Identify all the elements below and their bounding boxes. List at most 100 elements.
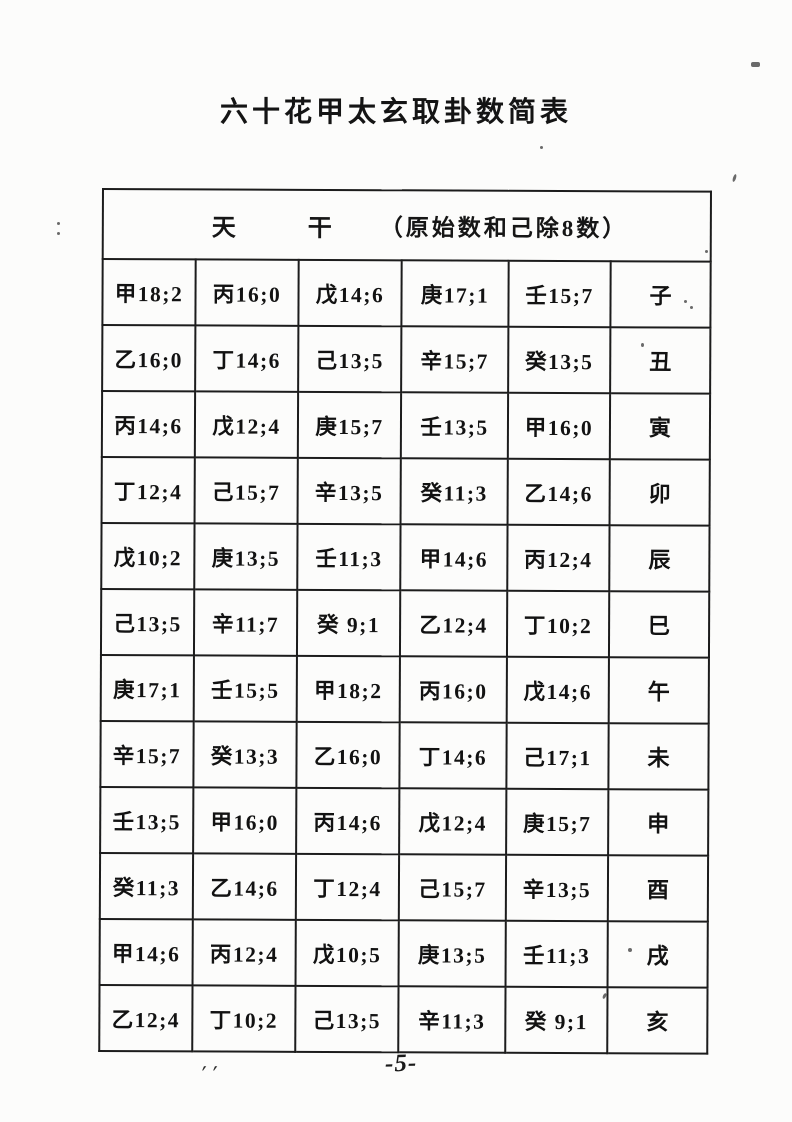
branch-cell: 酉 xyxy=(607,855,709,922)
stem-number-cell: 癸11;3 xyxy=(400,458,508,525)
stem-number-cell: 庚13;5 xyxy=(194,523,298,590)
stem-number-cell: 丙16;0 xyxy=(399,656,507,723)
stem-number-cell: 戊14;6 xyxy=(298,259,402,327)
stem-number-cell: 戊12;4 xyxy=(194,391,299,458)
stem-number-cell: 癸13;5 xyxy=(508,326,611,394)
stem-number-cell: 辛11;3 xyxy=(398,986,506,1053)
stem-number-cell: 乙16;0 xyxy=(102,325,196,392)
branch-cell: 子 xyxy=(610,261,711,328)
stem-number-cell: 乙16;0 xyxy=(296,721,400,789)
branch-cell: 丑 xyxy=(610,327,711,394)
header-note: （原始数和己除8数） xyxy=(379,215,629,242)
stem-number-cell: 丁12;4 xyxy=(101,457,195,524)
stem-number-cell: 乙12;4 xyxy=(399,590,508,657)
table-row: 癸11;3 乙14;6 丁12;4 己15;7 辛13;5 酉 xyxy=(99,852,709,922)
stem-number-cell: 丁12;4 xyxy=(295,853,400,921)
table-row: 甲14;6 丙12;4 戊10;5 庚13;5 壬11;3 戌 xyxy=(99,918,708,988)
branch-cell: 巳 xyxy=(608,591,710,658)
stem-number-cell: 癸11;3 xyxy=(99,852,194,920)
branch-cell: 未 xyxy=(608,723,709,790)
branch-cell: 戌 xyxy=(607,921,708,988)
stem-number-cell: 庚17;1 xyxy=(100,654,194,722)
table-row: 乙12;4 丁10;2 己13;5 辛11;3 癸 9;1 亥 xyxy=(99,984,708,1054)
stem-number-cell: 癸 9;1 xyxy=(296,589,401,657)
stem-number-cell: 甲16;0 xyxy=(193,787,297,854)
stem-number-cell: 己13;5 xyxy=(295,985,399,1053)
table-header-cell: 天 干 （原始数和己除8数） xyxy=(102,189,711,262)
scan-speck xyxy=(540,146,543,149)
stem-number-cell: 戊10;5 xyxy=(295,919,399,987)
stem-branch-table: 天 干 （原始数和己除8数） 甲18;2 丙16;0 戊14;6 庚17;1 壬15;7… xyxy=(98,188,712,1055)
stem-number-cell: 丙14;6 xyxy=(296,787,400,855)
header-label-gan: 干 xyxy=(307,215,332,242)
stem-number-cell: 庚17;1 xyxy=(401,260,509,327)
margin-mark: ′′ xyxy=(196,1062,226,1082)
stem-number-cell: 丙16;0 xyxy=(195,259,299,326)
table-row: 戊10;2 庚13;5 壬11;3 甲14;6 丙12;4 辰 xyxy=(101,523,710,592)
page-number: -5- xyxy=(384,1049,418,1078)
scan-speck xyxy=(684,300,687,303)
stem-number-cell: 戊14;6 xyxy=(506,656,609,724)
stem-number-cell: 壬13;5 xyxy=(100,786,194,854)
table-row: 壬13;5 甲16;0 丙14;6 戊12;4 庚15;7 申 xyxy=(100,786,709,856)
stem-number-cell: 庚13;5 xyxy=(398,920,506,987)
stem-number-cell: 丁14;6 xyxy=(399,722,507,789)
stem-table-body: 甲18;2 丙16;0 戊14;6 庚17;1 壬15;7 子乙16;0 丁14;6 己13;… xyxy=(99,259,711,1054)
stem-number-cell: 己15;7 xyxy=(398,854,507,921)
stem-number-cell: 己13;5 xyxy=(298,325,402,393)
stem-number-cell: 甲18;2 xyxy=(296,655,400,723)
stem-number-cell: 丁10;2 xyxy=(192,985,296,1052)
stem-number-cell: 乙14;6 xyxy=(507,458,610,526)
scan-speck xyxy=(731,173,738,183)
stem-number-cell: 辛15;7 xyxy=(100,720,194,788)
table-header-row: 天 干 （原始数和己除8数） xyxy=(102,189,711,262)
stem-number-cell: 辛15;7 xyxy=(401,326,509,393)
stem-number-cell: 甲18;2 xyxy=(102,259,196,326)
table-row: 庚17;1 壬15;5 甲18;2 丙16;0 戊14;6 午 xyxy=(100,654,709,724)
stem-number-cell: 壬11;3 xyxy=(505,920,608,988)
table-row: 辛15;7 癸13;3 乙16;0 丁14;6 己17;1 未 xyxy=(100,720,709,790)
scan-speck xyxy=(628,948,632,952)
stem-number-cell: 庚15;7 xyxy=(297,391,402,459)
stem-number-cell: 己17;1 xyxy=(506,722,609,790)
stem-number-cell: 己15;7 xyxy=(194,457,298,524)
table-row: 乙16;0 丁14;6 己13;5 辛15;7 癸13;5 丑 xyxy=(102,325,711,394)
stem-number-cell: 甲16;0 xyxy=(507,392,611,460)
stem-number-cell: 辛11;7 xyxy=(193,589,298,656)
scan-speck xyxy=(751,62,760,67)
table-row: 丙14;6 戊12;4 庚15;7 壬13;5 甲16;0 寅 xyxy=(101,391,711,460)
branch-cell: 午 xyxy=(608,657,709,724)
stem-number-cell: 乙14;6 xyxy=(192,853,297,920)
branch-cell: 寅 xyxy=(609,393,711,460)
scan-speck xyxy=(57,222,60,225)
stem-number-cell: 甲14;6 xyxy=(99,918,193,986)
stem-number-cell: 癸 9;1 xyxy=(505,986,608,1054)
stem-number-cell: 己13;5 xyxy=(100,589,195,656)
table-row: 丁12;4 己15;7 辛13;5 癸11;3 乙14;6 卯 xyxy=(101,457,710,526)
table-header-content: 天 干 （原始数和己除8数） xyxy=(104,207,710,245)
scan-speck xyxy=(641,343,644,347)
stem-number-cell: 甲14;6 xyxy=(400,524,508,591)
stem-number-cell: 壬15;7 xyxy=(508,260,611,328)
stem-number-cell: 丙12;4 xyxy=(507,524,610,592)
branch-cell: 辰 xyxy=(609,525,710,592)
table-row: 甲18;2 丙16;0 戊14;6 庚17;1 壬15;7 子 xyxy=(102,259,711,328)
stem-number-cell: 丁14;6 xyxy=(195,325,299,392)
stem-number-cell: 丁10;2 xyxy=(506,590,610,658)
stem-number-cell: 丙14;6 xyxy=(101,391,196,458)
scan-speck xyxy=(690,306,693,309)
stem-number-cell: 庚15;7 xyxy=(506,788,609,856)
stem-number-cell: 戊12;4 xyxy=(399,788,507,855)
branch-cell: 亥 xyxy=(607,987,708,1054)
header-label-tian: 天 xyxy=(211,214,236,242)
stem-number-cell: 辛13;5 xyxy=(297,457,401,525)
stem-number-cell: 乙12;4 xyxy=(99,984,193,1052)
stem-table: 天 干 （原始数和己除8数） 甲18;2 丙16;0 戊14;6 庚17;1 壬15;7… xyxy=(98,188,712,1055)
stem-number-cell: 戊10;2 xyxy=(101,523,195,590)
stem-number-cell: 辛13;5 xyxy=(505,854,609,922)
scan-speck xyxy=(705,250,708,253)
branch-cell: 卯 xyxy=(609,459,710,526)
page-title: 六十花甲太玄取卦数简表 xyxy=(219,97,572,128)
stem-number-cell: 壬13;5 xyxy=(400,392,509,459)
